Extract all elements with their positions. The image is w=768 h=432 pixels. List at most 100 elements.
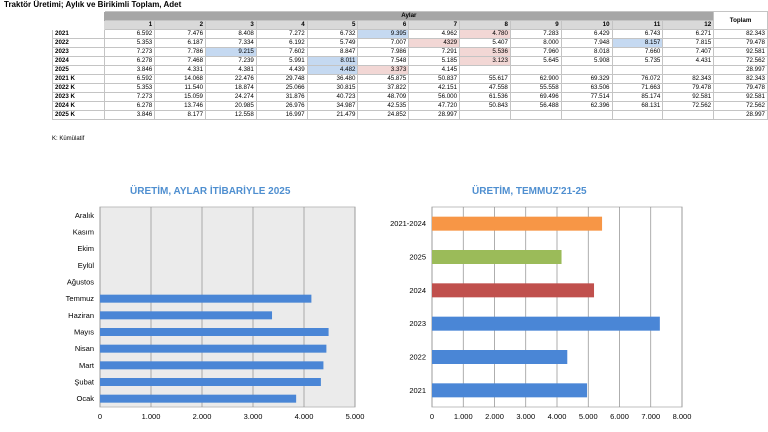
table-cell	[509, 65, 562, 75]
table-cell: 28.997	[408, 110, 461, 120]
table-cell	[560, 65, 613, 75]
table-cell: 50.837	[408, 74, 461, 84]
table-cell: 48.709	[357, 92, 410, 102]
table-cell: 7.986	[357, 47, 410, 57]
y-category-label: Kasım	[73, 228, 94, 237]
table-cell: 7.273	[103, 92, 156, 102]
row-label: 2025 K	[52, 110, 105, 120]
table-cell: 47.558	[459, 83, 511, 93]
table-cell: 3.846	[103, 65, 156, 75]
row-label: 2024	[52, 56, 105, 66]
plot-area	[99, 206, 356, 408]
y-category-label: 2025	[409, 253, 426, 262]
y-category-label: 2022	[409, 353, 426, 362]
y-category-label: Nisan	[75, 344, 94, 353]
table-cell: 30.815	[306, 83, 359, 93]
row-total: 82.343	[713, 74, 768, 84]
x-tick-label: 3.000	[516, 412, 535, 421]
table-cell: 8.157	[611, 38, 664, 48]
table-cell: 34.987	[306, 101, 359, 111]
row-total: 92.581	[713, 47, 768, 57]
bar-Şubat	[100, 378, 321, 386]
table-cell: 76.072	[611, 74, 664, 84]
table-cell: 7.476	[154, 29, 207, 39]
table-cell: 16.997	[255, 110, 308, 120]
table-cell: 4.962	[408, 29, 461, 39]
table-cell	[662, 65, 715, 75]
month-header-12: 12	[662, 20, 715, 30]
table-cell: 77.514	[560, 92, 613, 102]
table-cell: 37.822	[357, 83, 410, 93]
bar-Temmuz	[100, 294, 312, 303]
table-row: 2023 K 7.273 15.059 24.274 31.876 40.723 48.70…	[52, 92, 768, 102]
table-cell: 71.663	[611, 83, 664, 93]
table-cell: 8.408	[205, 29, 257, 39]
row-label: 2022 K	[52, 83, 105, 93]
table-cell: 7.548	[357, 56, 410, 66]
table-cell: 63.506	[560, 83, 613, 93]
table-row: 2023 7.273 7.786 9.215 7.602 8.847 7.986 7.291 5…	[52, 47, 768, 57]
table-cell: 9.215	[205, 47, 257, 57]
table-cell: 6.187	[154, 38, 207, 48]
table-cell: 4.145	[408, 65, 461, 75]
table-cell: 4.482	[306, 65, 359, 75]
y-category-label: Ocak	[76, 394, 94, 403]
table-cell: 6.278	[103, 101, 156, 111]
table-cell: 5.353	[103, 83, 156, 93]
table-row: 2024 6.278 7.468 7.239 5.991 8.011 7.548 5.185 3…	[52, 56, 768, 66]
table-cell: 5.185	[408, 56, 461, 66]
monthly-2025-chart: 0 1.000 2.000 3.000 4.000 5.000 Ocak Şubat Mart N…	[66, 206, 365, 421]
table-cell: 5.991	[255, 56, 308, 66]
month-header-7: 7	[408, 20, 461, 30]
table-cell: 62.396	[560, 101, 613, 111]
table-cell: 7.283	[509, 29, 562, 39]
table-cell: 3.123	[459, 56, 511, 66]
table-cell: 7.786	[154, 47, 207, 57]
y-category-label: Eylül	[78, 261, 95, 270]
table-cell: 36.480	[306, 74, 359, 84]
table-cell: 7.815	[662, 38, 715, 48]
row-total: 28.997	[713, 110, 768, 120]
table-cell: 92.581	[662, 92, 715, 102]
table-row: 2025 3.846 4.331 4.381 4.439 4.482 3.373 4.145 2…	[52, 65, 768, 75]
total-header: Toplam	[713, 11, 768, 30]
month-header-3: 3	[205, 20, 257, 30]
month-header-8: 8	[459, 20, 511, 30]
table-cell: 26.976	[255, 101, 308, 111]
row-total: 72.562	[713, 101, 768, 111]
table-cell: 4.431	[662, 56, 715, 66]
table-cell: 20.985	[205, 101, 257, 111]
month-header-2: 2	[154, 20, 207, 30]
table-corner	[53, 12, 105, 21]
table-cell	[560, 110, 613, 120]
table-cell: 15.059	[154, 92, 207, 102]
table-cell: 56.000	[408, 92, 461, 102]
table-cell: 85.174	[611, 92, 664, 102]
x-tick-label: 0	[98, 412, 102, 421]
page-title: Traktör Üretimi; Aylık ve Birikimli Topl…	[4, 0, 182, 9]
row-total: 79.478	[713, 38, 768, 48]
table-cell: 40.723	[306, 92, 359, 102]
bar-Mart	[100, 361, 324, 370]
table-body: 2021 6.592 7.476 8.408 7.272 6.732 9.395 4.962 4…	[52, 29, 768, 120]
table-row: 2022 K 5.353 11.540 18.874 25.066 30.815 37.82…	[52, 83, 768, 93]
table-row: 2024 K 6.278 13.746 20.985 26.976 34.987 42.53…	[52, 101, 768, 111]
table-cell: 8.018	[560, 47, 613, 57]
table-cell: 8.847	[306, 47, 359, 57]
table-cell: 62.900	[509, 74, 562, 84]
x-tick-label: 5.000	[346, 412, 365, 421]
table-cell: 55.558	[509, 83, 562, 93]
table-cell: 61.536	[459, 92, 511, 102]
row-label: 2021	[52, 29, 105, 39]
x-tick-label: 1.000	[454, 412, 473, 421]
table-cell: 5.908	[560, 56, 613, 66]
table-cell: 4.331	[154, 65, 207, 75]
table-cell: 7.007	[357, 38, 410, 48]
x-tick-label: 0	[430, 412, 434, 421]
production-table: Aylar Toplam 1 2 3 4 5 6 7 8 9 10 11 12 2021 6.592 7.…	[52, 11, 768, 120]
x-tick-label: 2.000	[193, 412, 212, 421]
table-cell: 5.735	[611, 56, 664, 66]
row-total: 92.581	[713, 92, 768, 102]
row-label: 2025	[52, 65, 105, 75]
bar-Ocak	[100, 394, 297, 403]
